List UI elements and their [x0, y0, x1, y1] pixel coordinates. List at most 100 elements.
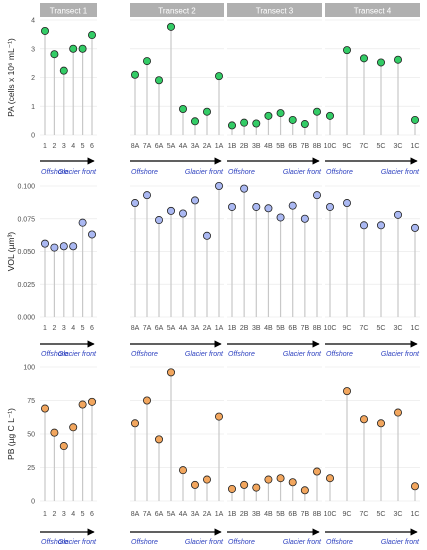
data-point — [130, 419, 139, 428]
data-point — [288, 478, 297, 487]
x-tick-label: 3A — [191, 325, 200, 332]
x-tick-label: 3C — [394, 325, 403, 332]
x-tick-label: 6B — [288, 143, 297, 150]
data-point — [50, 428, 59, 437]
data-point — [288, 201, 297, 210]
x-tick-label: 2 — [52, 325, 56, 332]
data-point — [41, 239, 50, 248]
y-tick-label: 100 — [23, 365, 35, 372]
data-point — [59, 66, 68, 75]
y-tick-label: 0.025 — [17, 282, 35, 289]
data-point — [202, 231, 211, 240]
offshore-label: Offshore — [228, 539, 255, 546]
y-tick-label: 0.000 — [17, 315, 35, 322]
facet-strip — [325, 3, 420, 17]
x-tick-label: 1B — [228, 325, 237, 332]
offshore-label: Offshore — [41, 351, 68, 358]
data-point — [88, 31, 97, 40]
glacier-front-label: Glacier front — [58, 351, 97, 358]
x-tick-label: 1C — [411, 511, 420, 518]
x-tick-label: 8B — [313, 325, 322, 332]
data-point — [288, 115, 297, 124]
data-point — [325, 474, 334, 483]
x-tick-label: 7B — [301, 511, 310, 518]
glacier-front-label: Glacier front — [381, 539, 420, 546]
data-point — [300, 486, 309, 495]
x-tick-label: 2 — [52, 511, 56, 518]
x-tick-label: 8A — [131, 325, 140, 332]
x-tick-label: 3 — [62, 143, 66, 150]
data-point — [178, 209, 187, 218]
x-tick-label: 6B — [288, 511, 297, 518]
glacier-front-label: Glacier front — [283, 539, 322, 546]
data-point — [130, 199, 139, 208]
x-tick-label: 9C — [343, 511, 352, 518]
data-point — [264, 475, 273, 484]
y-tick-label: 50 — [27, 432, 35, 439]
data-point — [359, 54, 368, 63]
glacier-front-label: Glacier front — [58, 539, 97, 546]
y-tick-label: 0.050 — [17, 249, 35, 256]
data-point — [142, 396, 151, 405]
data-point — [376, 419, 385, 428]
data-point — [252, 119, 261, 128]
x-tick-label: 1C — [411, 143, 420, 150]
data-point — [78, 44, 87, 53]
x-tick-label: 7A — [143, 143, 152, 150]
data-point — [190, 480, 199, 489]
y-axis-title: PA (cells x 10⁶ mL⁻¹) — [6, 38, 16, 117]
offshore-label: Offshore — [326, 351, 353, 358]
data-point — [410, 482, 419, 491]
x-tick-label: 2A — [203, 511, 212, 518]
y-axis-title: PB (µg C L⁻¹) — [6, 408, 16, 460]
data-point — [166, 22, 175, 31]
data-point — [359, 221, 368, 230]
data-point — [202, 107, 211, 116]
x-tick-label: 7A — [143, 511, 152, 518]
data-point — [59, 242, 68, 251]
data-point — [312, 107, 321, 116]
y-tick-label: 2 — [31, 75, 35, 82]
y-axis-title: VOL (µm³) — [6, 232, 16, 272]
x-tick-label: 5A — [167, 511, 176, 518]
data-point — [325, 202, 334, 211]
x-tick-label: 4A — [179, 511, 188, 518]
offshore-label: Offshore — [131, 351, 158, 358]
y-tick-label: 25 — [27, 465, 35, 472]
glacier-front-label: Glacier front — [381, 169, 420, 176]
x-tick-label: 7C — [360, 143, 369, 150]
x-tick-label: 3B — [252, 143, 261, 150]
data-point — [300, 120, 309, 129]
x-tick-label: 8A — [131, 511, 140, 518]
x-tick-label: 4B — [264, 143, 273, 150]
offshore-label: Offshore — [131, 169, 158, 176]
data-point — [359, 415, 368, 424]
data-point — [178, 466, 187, 475]
x-tick-label: 2B — [240, 325, 249, 332]
x-tick-label: 6 — [90, 325, 94, 332]
x-tick-label: 3 — [62, 511, 66, 518]
data-point — [240, 118, 249, 127]
x-tick-label: 5A — [167, 325, 176, 332]
data-point — [214, 72, 223, 81]
x-tick-label: 6B — [288, 325, 297, 332]
offshore-label: Offshore — [131, 539, 158, 546]
offshore-label: Offshore — [326, 539, 353, 546]
x-tick-label: 5 — [81, 143, 85, 150]
x-tick-label: 10C — [324, 511, 337, 518]
x-tick-label: 5C — [377, 325, 386, 332]
glacier-front-label: Glacier front — [185, 351, 224, 358]
x-tick-label: 7B — [301, 325, 310, 332]
x-tick-label: 9C — [343, 325, 352, 332]
x-tick-label: 5B — [276, 143, 285, 150]
data-point — [393, 408, 402, 417]
facet-strip-label: Transect 3 — [256, 7, 294, 16]
x-tick-label: 2B — [240, 511, 249, 518]
data-point — [88, 230, 97, 239]
facet-strip — [40, 3, 97, 17]
data-point — [227, 202, 236, 211]
offshore-label: Offshore — [228, 169, 255, 176]
x-tick-label: 4 — [71, 143, 75, 150]
data-point — [410, 223, 419, 232]
